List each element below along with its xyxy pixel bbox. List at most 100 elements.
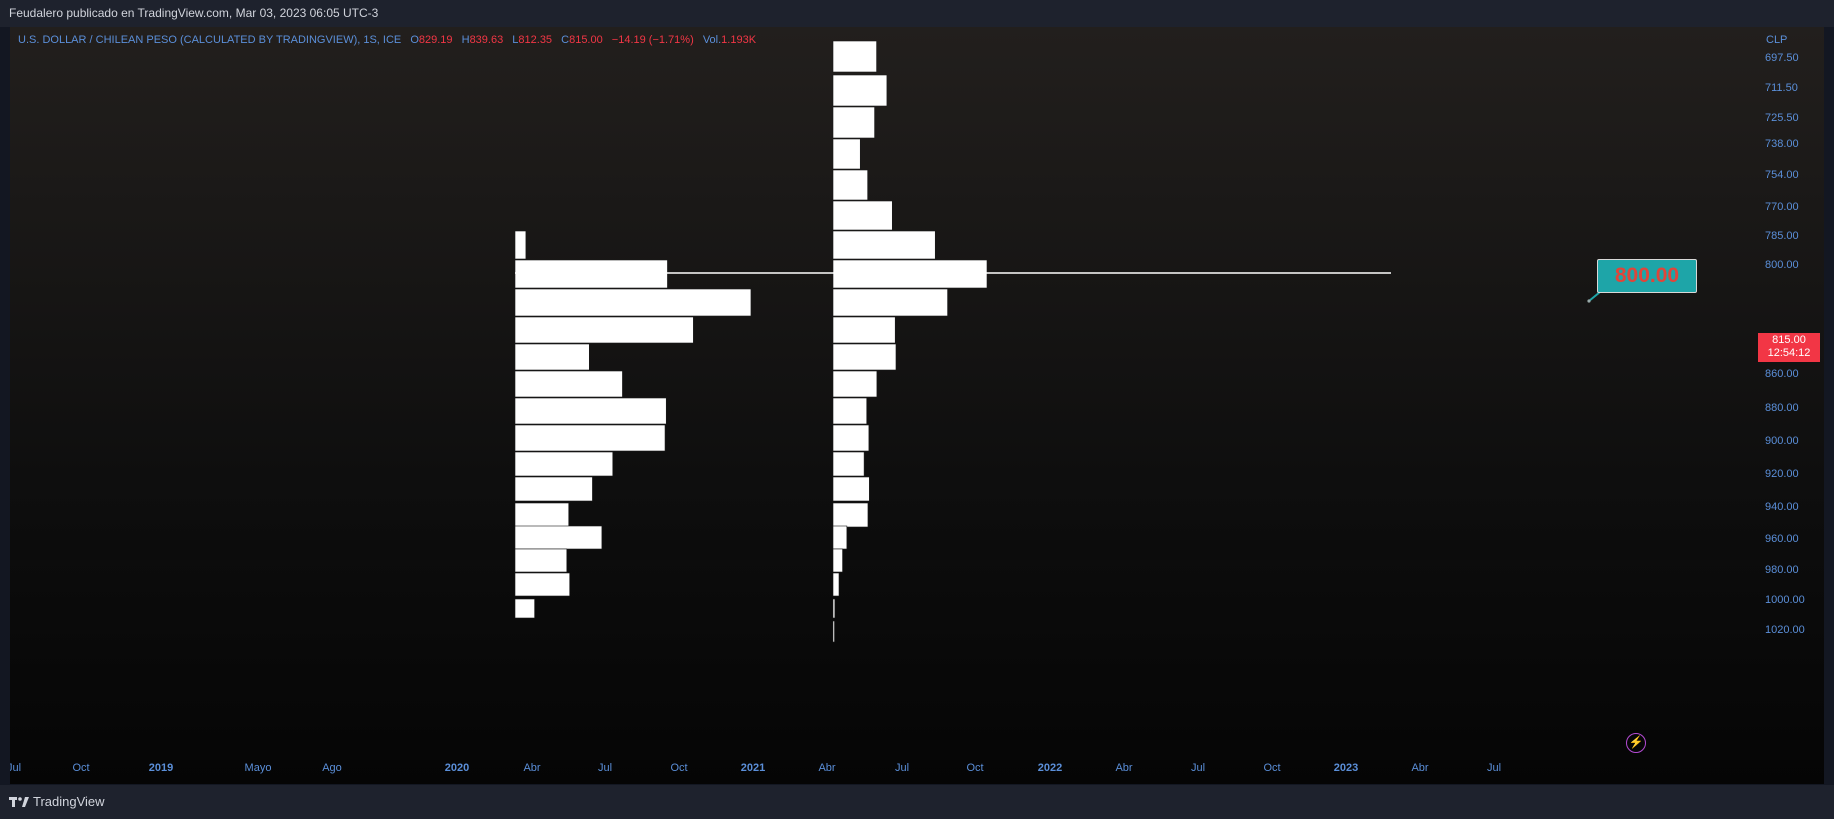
profile-1-bar-0 — [514, 230, 527, 260]
y-tick-label: 1020.00 — [1765, 624, 1805, 636]
profile-2-bar-17 — [832, 525, 848, 550]
x-tick-label: Jul — [597, 762, 613, 774]
legend: U.S. DOLLAR / CHILEAN PESO (CALCULATED B… — [18, 34, 762, 46]
profile-1-bar-10 — [514, 502, 570, 528]
x-tick-label: Ago — [322, 762, 342, 774]
top-bar: Feudalero publicado en TradingView.com, … — [0, 0, 1834, 27]
x-tick-label: Mayo — [244, 762, 272, 774]
legend-change: −14.19 (−1.71%) — [611, 34, 694, 46]
chart-panel[interactable]: U.S. DOLLAR / CHILEAN PESO (CALCULATED B… — [10, 27, 1824, 784]
profile-2-bar-1 — [832, 74, 888, 107]
profile-2-bar-15 — [832, 476, 870, 502]
profile-1-bar-8 — [514, 451, 614, 477]
profile-2-bar-14 — [832, 451, 865, 477]
profile-2-bar-3 — [832, 138, 861, 170]
legend-open-label: O — [410, 34, 419, 46]
x-tick-label: 2020 — [444, 762, 470, 774]
current-price-badge: 815.00 12:54:12 — [1758, 333, 1820, 362]
y-tick-label: 785.00 — [1765, 230, 1799, 242]
profile-2-bar-19 — [832, 572, 840, 597]
y-tick-label: 738.00 — [1765, 138, 1799, 150]
price-callout[interactable]: 800.00 — [1597, 259, 1697, 293]
profile-2-bar-5 — [832, 200, 893, 231]
x-tick-label: Jul — [10, 762, 22, 774]
profile-2-bar-9 — [832, 316, 896, 344]
profile-2-bar-8 — [832, 288, 948, 317]
profile-1-bar-6 — [514, 397, 667, 425]
y-tick-label: 900.00 — [1765, 435, 1799, 447]
profile-2-bar-10 — [832, 343, 897, 371]
x-tick-label: Oct — [966, 762, 984, 774]
volume-profile-plot[interactable] — [10, 27, 1824, 784]
lightning-icon[interactable]: ⚡ — [1626, 733, 1646, 753]
x-tick-label: Oct — [72, 762, 90, 774]
profile-1-bar-11 — [514, 525, 603, 550]
x-tick-label: Oct — [1263, 762, 1281, 774]
profile-2-bar-20 — [832, 598, 836, 619]
profile-1-bar-7 — [514, 424, 666, 452]
legend-close: 815.00 — [569, 34, 603, 46]
profile-1-bar-2 — [514, 288, 752, 317]
profile-2-bar-6 — [832, 230, 936, 260]
y-tick-label: 1000.00 — [1765, 594, 1805, 606]
x-tick-label: 2021 — [740, 762, 766, 774]
y-tick-label: 697.50 — [1765, 52, 1799, 64]
tradingview-logo-icon — [9, 796, 29, 807]
legend-close-label: C — [561, 34, 570, 46]
brand-name: TradingView — [33, 794, 105, 809]
profile-1-bar-3 — [514, 316, 694, 344]
y-tick-label: 725.50 — [1765, 112, 1799, 124]
legend-volume: 1.193K — [721, 34, 757, 46]
footer: TradingView — [0, 785, 1834, 819]
profile-1-bar-5 — [514, 370, 623, 398]
profile-2-bar-12 — [832, 397, 868, 425]
x-tick-label: Jul — [894, 762, 910, 774]
x-tick-label: 2019 — [148, 762, 174, 774]
y-tick-label: 800.00 — [1765, 259, 1799, 271]
x-tick-label: Abr — [1115, 762, 1133, 774]
y-tick-label: 711.50 — [1765, 82, 1798, 94]
countdown-timer: 12:54:12 — [1767, 347, 1811, 359]
profile-2-bar-16 — [832, 502, 869, 528]
published-info: Feudalero publicado en TradingView.com, … — [9, 6, 379, 20]
profile-2-bar-21 — [832, 620, 835, 643]
profile-2-bar-0 — [832, 40, 877, 73]
profile-1-bar-14 — [514, 598, 535, 619]
y-tick-label: 940.00 — [1765, 501, 1799, 513]
tradingview-logo[interactable]: TradingView — [9, 794, 105, 809]
legend-open: 829.19 — [418, 34, 453, 46]
legend-symbol[interactable]: U.S. DOLLAR / CHILEAN PESO (CALCULATED B… — [18, 34, 402, 46]
x-tick-label: Jul — [1486, 762, 1502, 774]
profile-1-bar-1 — [514, 259, 668, 289]
y-tick-label: 860.00 — [1765, 368, 1799, 380]
y-tick-label: 960.00 — [1765, 533, 1799, 545]
y-tick-label: 920.00 — [1765, 468, 1799, 480]
profile-1-bar-13 — [514, 572, 570, 597]
current-price-value: 815.00 — [1772, 334, 1806, 346]
profile-1-bar-12 — [514, 548, 568, 573]
currency-unit: CLP — [1766, 34, 1788, 46]
profile-2-bar-7 — [832, 259, 988, 289]
x-tick-label: Oct — [670, 762, 688, 774]
x-tick-label: Abr — [818, 762, 836, 774]
profile-2-bar-13 — [832, 424, 870, 452]
profile-1-bar-9 — [514, 476, 593, 502]
y-tick-label: 754.00 — [1765, 169, 1799, 181]
legend-high: 839.63 — [469, 34, 504, 46]
y-tick-label: 980.00 — [1765, 564, 1799, 576]
y-tick-label: 880.00 — [1765, 402, 1799, 414]
x-tick-label: Jul — [1190, 762, 1206, 774]
callout-pointer — [1587, 291, 1601, 303]
profile-1-bar-4 — [514, 343, 590, 371]
x-tick-label: 2022 — [1037, 762, 1063, 774]
profile-2-bar-18 — [832, 548, 843, 573]
y-tick-label: 770.00 — [1765, 201, 1799, 213]
legend-volume-label: Vol. — [702, 34, 722, 46]
legend-high-label: H — [461, 34, 470, 46]
legend-low-label: L — [512, 34, 519, 46]
profile-2-bar-11 — [832, 370, 878, 398]
x-tick-label: Abr — [1411, 762, 1429, 774]
legend-low: 812.35 — [518, 34, 553, 46]
profile-2-bar-4 — [832, 169, 868, 201]
x-tick-label: Abr — [523, 762, 541, 774]
